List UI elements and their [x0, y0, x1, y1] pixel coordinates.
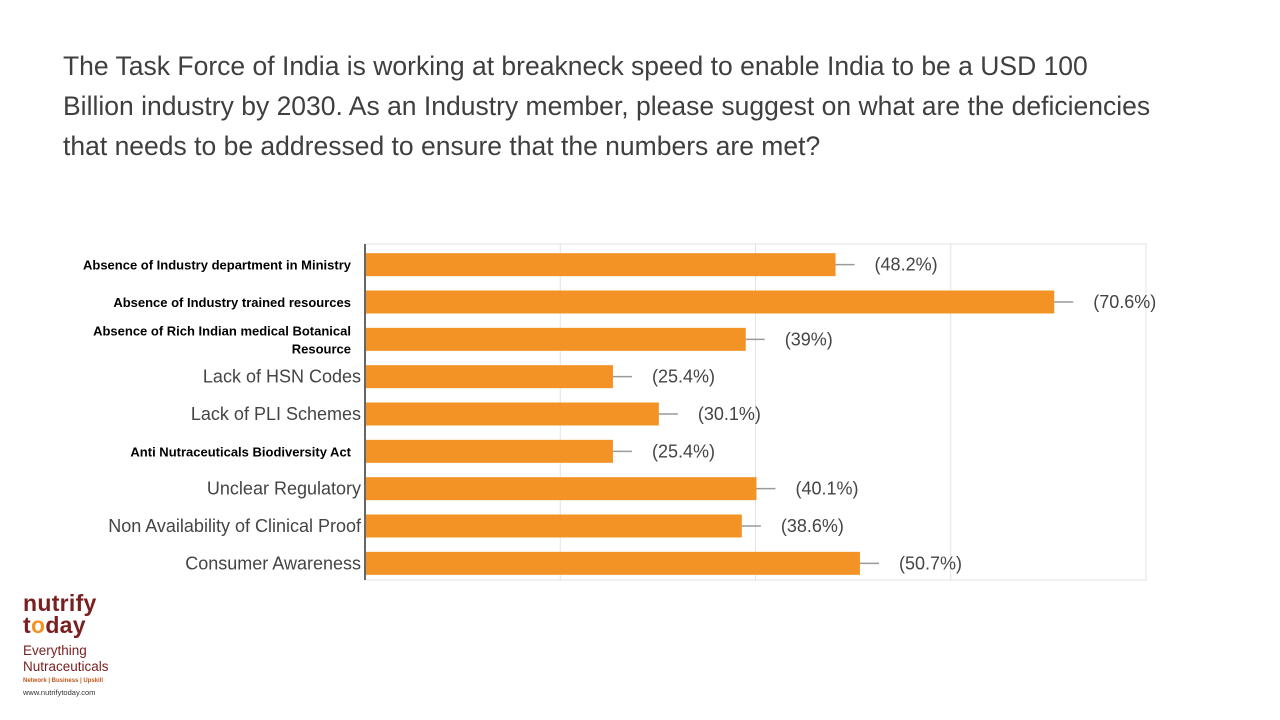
- logo-tagline-1: Everything: [23, 643, 87, 658]
- logo-line-2-start: t: [23, 612, 31, 638]
- category-label-line: Unclear Regulatory: [207, 479, 361, 499]
- bar: [366, 365, 613, 389]
- category-label: Absence of Industry department in Minist…: [83, 258, 352, 273]
- bar: [366, 253, 836, 277]
- survey-question: The Task Force of India is working at br…: [63, 51, 1151, 161]
- logo-line-2-dot: o: [30, 612, 46, 638]
- category-label-line: Lack of HSN Codes: [203, 367, 361, 387]
- category-label-line: Resource: [292, 341, 351, 356]
- logo-tagline-2: Nutraceuticals: [23, 659, 109, 674]
- data-label: (25.4%): [652, 441, 715, 461]
- logo-tagline: Everything Nutraceuticals: [23, 643, 173, 675]
- data-label: (39%): [785, 329, 833, 349]
- bar: [366, 439, 613, 463]
- category-label-line: Lack of PLI Schemes: [191, 404, 361, 424]
- data-label: (48.2%): [875, 255, 938, 275]
- data-label: (30.1%): [698, 404, 761, 424]
- category-label-line: Absence of Industry trained resources: [113, 295, 351, 310]
- nutrify-today-logo: nutrify today Everything Nutraceuticals …: [23, 590, 173, 698]
- category-label: Anti Nutraceuticals Biodiversity Act: [130, 444, 351, 459]
- category-label: Absence of Industry trained resources: [113, 295, 351, 310]
- category-label-line: Consumer Awareness: [185, 553, 361, 573]
- category-label: Absence of Rich Indian medical Botanical…: [93, 323, 351, 356]
- data-label: (25.4%): [652, 367, 715, 387]
- bar: [366, 514, 742, 538]
- category-label-line: Anti Nutraceuticals Biodiversity Act: [130, 444, 351, 459]
- category-label: Consumer Awareness: [185, 553, 361, 573]
- bar: [366, 551, 860, 575]
- category-label: Non Availability of Clinical Proof: [108, 516, 362, 536]
- category-label: Unclear Regulatory: [207, 479, 361, 499]
- category-label: Lack of PLI Schemes: [191, 404, 361, 424]
- bar: [366, 290, 1055, 314]
- category-label-line: Non Availability of Clinical Proof: [108, 516, 362, 536]
- category-label-line: Absence of Industry department in Minist…: [83, 258, 352, 273]
- logo-line-1: nutrify: [23, 590, 97, 616]
- bar: [366, 327, 746, 351]
- logo-line-2-end: day: [45, 612, 86, 638]
- data-label: (40.1%): [795, 479, 858, 499]
- logo-url: www.nutrifytoday.com: [23, 688, 96, 697]
- bar: [366, 402, 659, 426]
- category-label: Lack of HSN Codes: [203, 367, 361, 387]
- category-label-line: Absence of Rich Indian medical Botanical: [93, 323, 351, 338]
- data-label: (38.6%): [781, 516, 844, 536]
- logo-line-2: today: [23, 614, 173, 637]
- data-label: (50.7%): [899, 553, 962, 573]
- logo-small-text: Network | Business | Upskill: [23, 678, 104, 684]
- bar: [366, 477, 757, 501]
- data-label: (70.6%): [1093, 292, 1156, 312]
